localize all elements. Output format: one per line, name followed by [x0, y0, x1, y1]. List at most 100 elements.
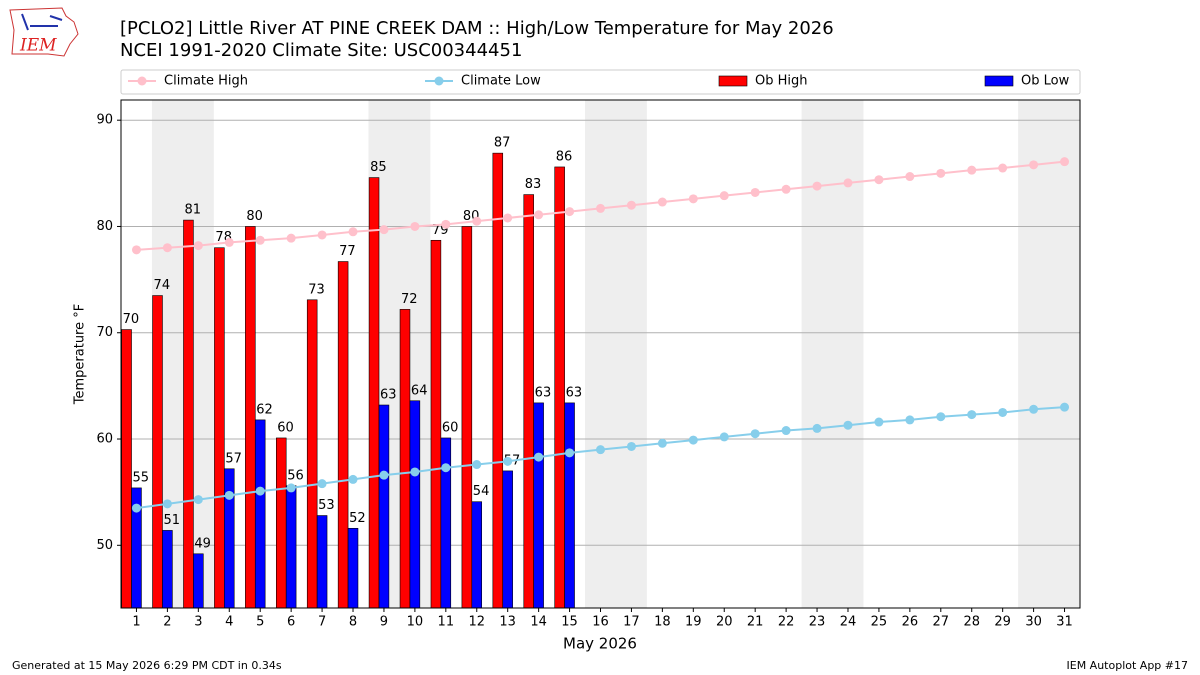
point: [719, 191, 729, 201]
x-tick-label: 16: [592, 615, 609, 630]
point: [255, 486, 265, 496]
data-label: 52: [349, 511, 366, 526]
x-tick-label: 27: [933, 615, 950, 630]
x-tick-label: 13: [499, 615, 516, 630]
y-tick-label: 60: [96, 432, 113, 447]
bar: [430, 239, 442, 609]
bar: [152, 295, 163, 609]
bar: [409, 400, 421, 609]
chart-title: [PCLO2] Little River AT PINE CREEK DAM :…: [120, 18, 834, 39]
point: [131, 503, 141, 513]
bar: [162, 530, 173, 609]
data-label: 63: [566, 385, 583, 400]
data-label: 56: [287, 468, 304, 483]
legend-label: Ob High: [755, 74, 808, 89]
footer-right: IEM Autoplot App #17: [1067, 659, 1189, 672]
bar: [224, 468, 235, 609]
legend-label: Climate High: [164, 74, 248, 89]
point: [750, 429, 760, 439]
data-label: 63: [535, 385, 552, 400]
point: [1060, 402, 1070, 412]
point: [936, 168, 946, 178]
x-tick-label: 14: [530, 615, 547, 630]
data-label: 74: [154, 278, 171, 293]
bar: [378, 404, 390, 609]
point: [596, 203, 605, 213]
point: [1029, 160, 1039, 170]
point: [255, 235, 265, 245]
y-axis-label: Temperature °F: [73, 304, 88, 405]
data-label: 64: [411, 383, 428, 398]
x-axis-label: May 2026: [563, 635, 637, 653]
bar: [121, 329, 132, 609]
point: [781, 426, 791, 436]
data-label: 80: [246, 209, 263, 224]
data-label: 72: [401, 292, 418, 307]
x-tick-label: 5: [256, 615, 264, 630]
data-label: 81: [184, 203, 201, 218]
logo-icon: [21, 13, 63, 31]
weekend-shade: [585, 100, 647, 608]
point: [472, 216, 482, 226]
point: [843, 420, 853, 430]
x-tick-label: 10: [407, 615, 424, 630]
bar: [183, 219, 194, 609]
bar: [502, 470, 513, 609]
bar: [245, 226, 256, 609]
legend-box: [120, 69, 1081, 95]
data-label: 53: [318, 498, 335, 513]
data-label: 57: [225, 451, 242, 466]
bar: [461, 226, 473, 609]
x-tick-label: 26: [902, 615, 919, 630]
point: [936, 412, 946, 422]
x-tick-label: 8: [349, 615, 357, 630]
bar: [285, 485, 297, 609]
point: [781, 184, 791, 194]
point: [410, 467, 420, 477]
bar: [523, 194, 534, 609]
point: [379, 225, 389, 235]
bar: [554, 166, 565, 609]
logo: IEM: [9, 7, 79, 57]
point: [503, 456, 513, 466]
bar: [254, 419, 266, 609]
point: [967, 165, 977, 175]
x-tick-label: 6: [287, 615, 295, 630]
x-tick-label: 4: [225, 615, 233, 630]
x-tick-label: 30: [1025, 615, 1042, 630]
point: [286, 483, 296, 493]
bar: [306, 299, 318, 609]
legend-label: Ob Low: [1021, 74, 1070, 89]
point: [967, 410, 977, 420]
y-tick-label: 80: [96, 219, 113, 234]
x-tick-label: 9: [380, 615, 388, 630]
point: [719, 432, 729, 442]
point: [657, 438, 667, 448]
point: [162, 243, 172, 253]
x-tick-label: 20: [716, 615, 733, 630]
point: [998, 163, 1008, 173]
x-tick-label: 7: [318, 615, 326, 630]
legend-marker: [137, 76, 147, 86]
point: [905, 415, 915, 425]
data-label: 86: [556, 149, 573, 164]
point: [688, 194, 698, 204]
x-tick-label: 31: [1056, 615, 1073, 630]
point: [379, 470, 389, 480]
point: [596, 445, 605, 455]
point: [348, 474, 358, 484]
point: [688, 435, 698, 445]
point: [162, 499, 172, 509]
point: [843, 178, 853, 188]
data-label: 73: [308, 282, 325, 297]
point: [905, 172, 915, 182]
data-label: 83: [525, 177, 542, 192]
bar: [337, 261, 349, 609]
x-tick-label: 1: [132, 615, 140, 630]
point: [224, 490, 234, 500]
data-label: 87: [494, 136, 511, 151]
point: [565, 207, 575, 217]
x-tick-label: 25: [871, 615, 888, 630]
data-label: 63: [380, 388, 397, 403]
point: [998, 407, 1008, 417]
